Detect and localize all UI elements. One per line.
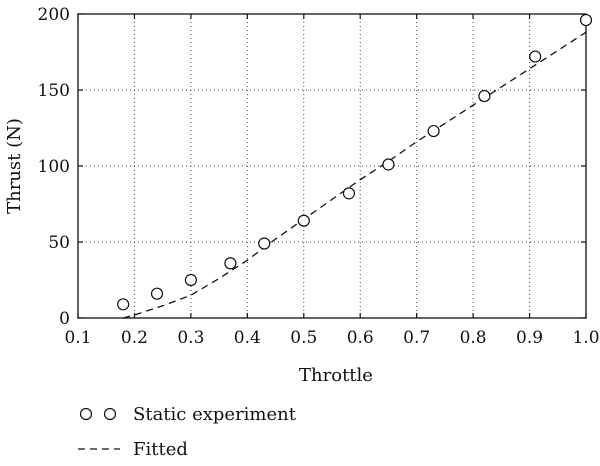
experiment-points — [117, 13, 593, 311]
data-point — [258, 237, 271, 250]
data-point — [478, 89, 491, 103]
legend-label-fitted: Fitted — [133, 439, 188, 460]
x-tick-label: 0.8 — [460, 328, 487, 348]
data-point — [579, 13, 593, 27]
x-tick-label: 1.0 — [572, 328, 599, 348]
legend: Static experiment Fitted — [78, 404, 297, 460]
data-point — [117, 298, 130, 311]
grid — [78, 14, 586, 318]
legend-label-experiment: Static experiment — [133, 404, 297, 425]
y-axis-label: Thrust (N) — [4, 118, 25, 214]
x-tick-labels: 0.1 0.2 0.3 0.4 0.5 0.6 0.7 0.8 0.9 1.0 — [64, 328, 599, 348]
data-point — [427, 124, 440, 138]
y-tick-label: 50 — [48, 233, 70, 253]
x-tick-label: 0.5 — [290, 328, 317, 348]
legend-marker-circle — [103, 407, 117, 421]
y-tick-label: 150 — [38, 81, 70, 101]
x-axis-label: Throttle — [299, 365, 373, 386]
data-point — [382, 158, 395, 171]
legend-marker-circle — [79, 407, 93, 421]
data-point — [224, 257, 237, 270]
data-point — [150, 287, 164, 300]
x-tick-label: 0.2 — [121, 328, 148, 348]
x-tick-label: 0.3 — [177, 328, 204, 348]
data-point — [342, 187, 356, 200]
y-tick-label: 200 — [38, 5, 70, 25]
x-tick-label: 0.7 — [403, 328, 430, 348]
y-tick-label: 100 — [38, 157, 70, 177]
data-point — [529, 50, 542, 63]
y-tick-label: 0 — [59, 309, 70, 329]
fitted-line — [123, 31, 587, 319]
x-tick-label: 0.4 — [234, 328, 261, 348]
data-point — [297, 214, 310, 227]
data-point — [184, 273, 197, 287]
x-tick-label: 0.1 — [64, 328, 91, 348]
x-tick-label: 0.6 — [347, 328, 374, 348]
x-tick-label: 0.9 — [516, 328, 543, 348]
y-tick-labels: 0 50 100 150 200 — [38, 5, 70, 329]
